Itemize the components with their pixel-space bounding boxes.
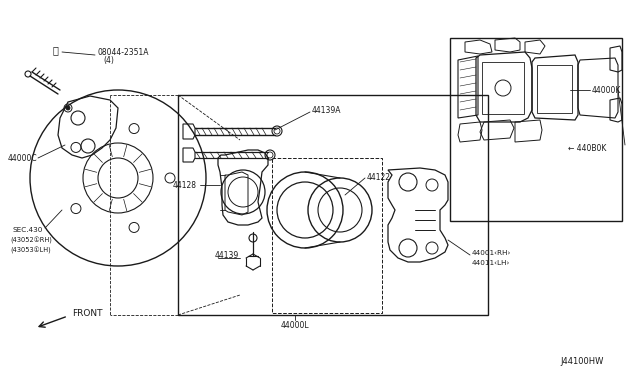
Text: 44122: 44122 — [367, 173, 391, 182]
Text: 44000C: 44000C — [8, 154, 38, 163]
Text: 44128: 44128 — [173, 180, 197, 189]
Text: (4): (4) — [103, 55, 114, 64]
Text: 44000K: 44000K — [592, 86, 621, 94]
Text: J44100HW: J44100HW — [560, 357, 604, 366]
Bar — [537, 65, 572, 113]
Text: SEC.430: SEC.430 — [12, 227, 42, 233]
Text: 08044-2351A: 08044-2351A — [97, 48, 148, 57]
Text: 44001‹RH›: 44001‹RH› — [472, 250, 511, 256]
Bar — [482, 62, 524, 114]
Text: Ⓑ: Ⓑ — [52, 45, 58, 55]
Bar — [178, 95, 488, 315]
Text: (43053①LH): (43053①LH) — [10, 247, 51, 254]
Circle shape — [66, 106, 70, 110]
Text: 44011‹LH›: 44011‹LH› — [472, 260, 510, 266]
Text: FRONT: FRONT — [72, 308, 102, 317]
Text: ← 440B0K: ← 440B0K — [568, 144, 606, 153]
Text: (43052①RH): (43052①RH) — [10, 237, 52, 244]
Text: 44139A: 44139A — [312, 106, 342, 115]
Text: 44000L: 44000L — [281, 321, 309, 330]
Text: 44139: 44139 — [215, 250, 239, 260]
Bar — [450, 38, 622, 221]
Bar — [272, 158, 382, 313]
